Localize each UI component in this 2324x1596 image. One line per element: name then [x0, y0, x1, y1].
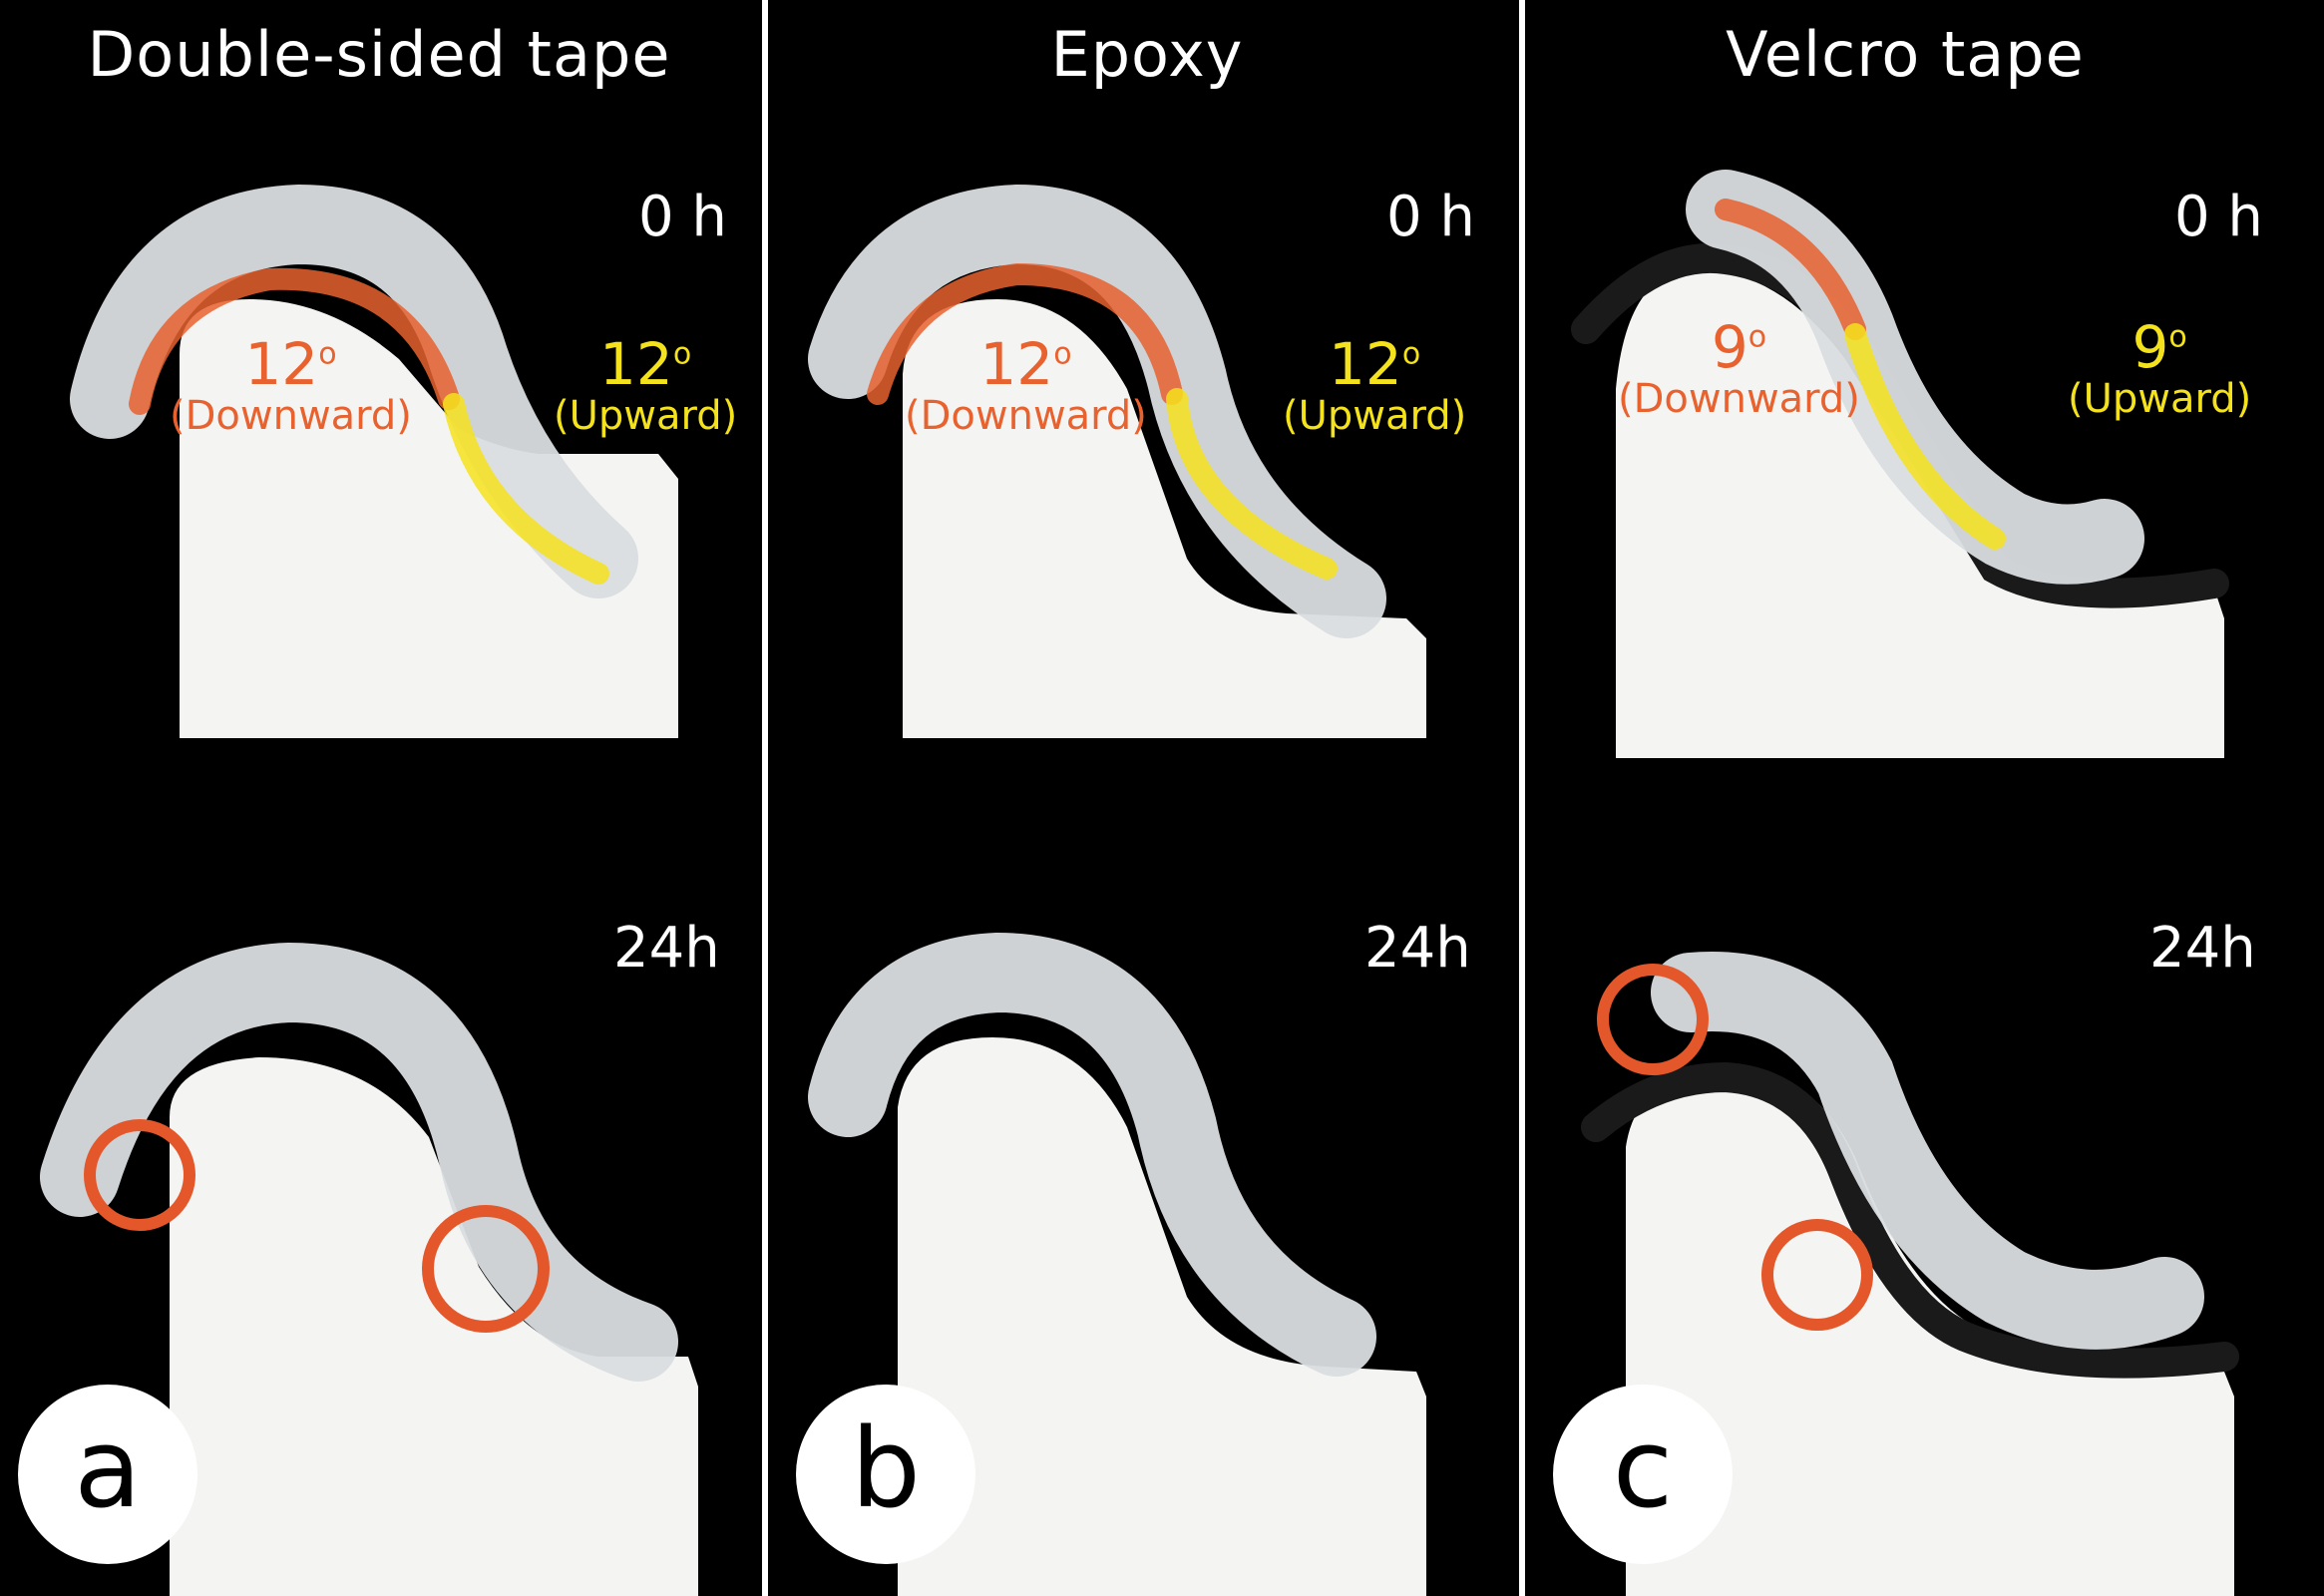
- mold-block-top: [1616, 268, 2224, 758]
- failure-circle-2: [1761, 1219, 1873, 1331]
- soft-actuator-top: [70, 184, 638, 598]
- panel-b-photo: [808, 184, 1426, 1596]
- panel-c-photo: [1571, 170, 2239, 1596]
- downward-arc-top: [1715, 199, 1866, 340]
- time-label-bottom: 24h: [1364, 916, 1471, 981]
- upward-annotation: 12o (Upward): [1283, 330, 1467, 439]
- time-label-top: 0 h: [1386, 185, 1475, 249]
- downward-arc-top: [867, 262, 1183, 405]
- time-label-top: 0 h: [638, 185, 727, 249]
- failure-circle-2: [422, 1205, 550, 1333]
- soft-actuator-bottom: [1651, 952, 2204, 1350]
- time-label-bottom: 24h: [2149, 916, 2256, 981]
- panel-a-photo: [40, 184, 698, 1596]
- soft-actuator-bottom: [808, 932, 1376, 1377]
- time-label-top: 0 h: [2174, 185, 2263, 249]
- panel-title: Double-sided tape: [87, 18, 671, 91]
- divider-2: [1519, 0, 1525, 1596]
- panel-title: Epoxy: [1050, 18, 1244, 91]
- time-label-bottom: 24h: [613, 916, 720, 981]
- downward-annotation: 9o (Downward): [1618, 313, 1860, 422]
- mold-block-top: [903, 299, 1426, 738]
- divider-1: [762, 0, 768, 1596]
- mold-block-bottom: [170, 1057, 698, 1596]
- upward-arc-top: [443, 393, 609, 585]
- panel-label-a: a: [18, 1385, 197, 1564]
- downward-annotation: 12o (Downward): [170, 330, 412, 439]
- panel-label-b: b: [796, 1385, 975, 1564]
- velcro-strip-bottom: [1581, 1061, 2239, 1379]
- panel-a: Double-sided tape 0 h 24h 12o (Downward)…: [0, 0, 758, 1596]
- failure-circle-1: [1597, 964, 1709, 1075]
- upward-arc-top: [1166, 388, 1338, 580]
- upward-annotation: 9o (Upward): [2068, 313, 2252, 422]
- mold-block-bottom: [898, 1037, 1426, 1596]
- panel-b: Epoxy 0 h 24h 12o (Downward) 12o (Upward…: [768, 0, 1526, 1596]
- upward-arc-top: [1844, 323, 2006, 550]
- failure-circle-1: [84, 1119, 195, 1231]
- panel-c: Velcro tape 0 h 24h 9o (Downward) 9o (Up…: [1526, 0, 2284, 1596]
- upward-annotation: 12o (Upward): [554, 330, 738, 439]
- downward-annotation: 12o (Downward): [905, 330, 1147, 439]
- panel-title: Velcro tape: [1726, 18, 2085, 91]
- panel-label-c: c: [1553, 1385, 1733, 1564]
- downward-arc-top: [129, 267, 460, 415]
- soft-actuator-bottom: [40, 942, 678, 1382]
- mold-block-top: [180, 299, 678, 738]
